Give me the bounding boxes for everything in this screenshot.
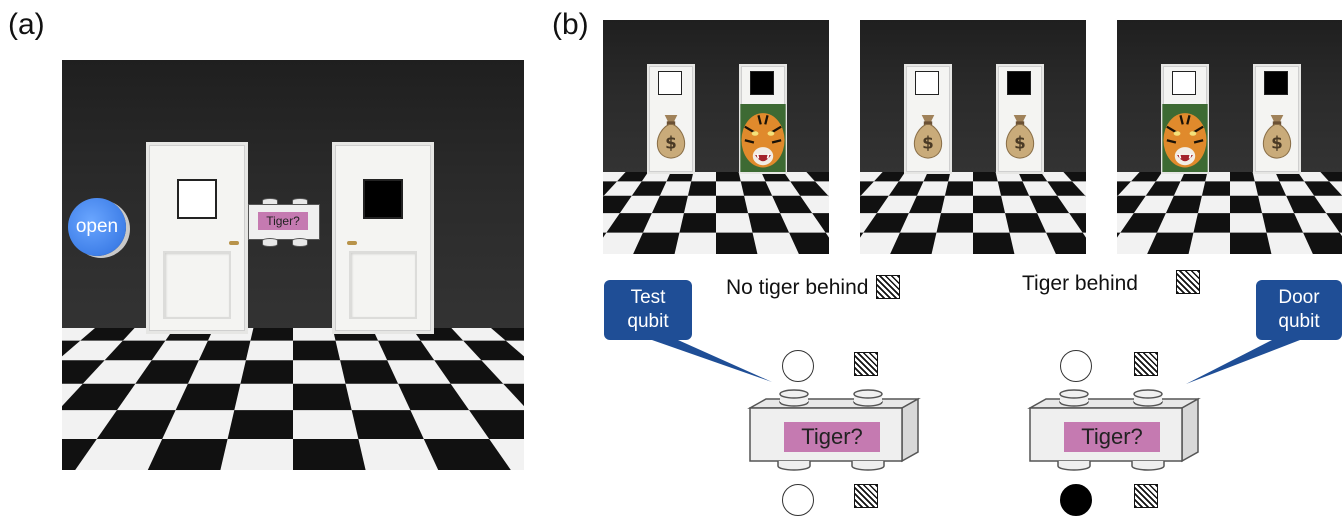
output-qubit-circle: [1060, 484, 1092, 516]
left-door-window: [177, 179, 217, 219]
right-door-panel: [349, 251, 417, 319]
input-qubit-circle: [1060, 350, 1092, 382]
checkered-floor: [603, 172, 829, 254]
money-bag-icon: $: [1256, 106, 1298, 164]
test-qubit-label: Test qubit: [627, 287, 669, 332]
brick-stud: [262, 238, 278, 247]
left-door-knob: [229, 241, 239, 245]
left-door[interactable]: $: [647, 64, 695, 174]
svg-text:$: $: [1271, 133, 1283, 153]
wall: [860, 20, 1086, 172]
brick-stud: [292, 238, 308, 247]
hatch-icon: [1134, 484, 1158, 508]
callout-pointers: [652, 340, 1300, 384]
money-bag-icon: $: [999, 106, 1041, 164]
left-door-window: [658, 71, 682, 95]
input-qubit-circle: [782, 350, 814, 382]
tiger-detector-brick: Tiger?: [1027, 389, 1201, 471]
right-door[interactable]: [739, 64, 787, 174]
right-door[interactable]: $: [996, 64, 1044, 174]
right-door[interactable]: [332, 142, 434, 334]
right-door-window: [363, 179, 403, 219]
wall: [1117, 20, 1342, 172]
test-qubit-callout: Test qubit: [604, 280, 692, 340]
tiger-detector-brick: Tiger?: [747, 389, 921, 471]
door-qubit-callout: Door qubit: [1256, 280, 1342, 340]
right-door-window: [1007, 71, 1031, 95]
checkered-floor: [860, 172, 1086, 254]
hatch-icon: [1134, 352, 1158, 376]
output-qubit-circle: [782, 484, 814, 516]
tiger-image: [1161, 104, 1209, 172]
money-bag-icon: $: [907, 106, 949, 164]
hatch-icon: [854, 484, 878, 508]
test-qubit-pointer: [652, 340, 772, 382]
wall: [603, 20, 829, 172]
right-door-knob: [347, 241, 357, 245]
right-door[interactable]: $: [1253, 64, 1301, 174]
legend-no-tiger: No tiger behind: [726, 276, 869, 299]
svg-text:$: $: [665, 133, 677, 153]
brick-label: Tiger?: [784, 422, 880, 452]
checkered-floor: [62, 328, 524, 470]
panel-a-scene: open Tiger?: [62, 60, 524, 470]
legend-tiger: Tiger behind: [1022, 272, 1138, 295]
scene-3: $: [1117, 20, 1342, 254]
tiger-image: [739, 104, 787, 172]
door-qubit-pointer: [1186, 340, 1300, 384]
hatch-legend-icon: [1176, 270, 1200, 294]
left-door-window: [915, 71, 939, 95]
left-door-panel: [163, 251, 231, 319]
scene-1: $: [603, 20, 829, 254]
open-button-label: open: [75, 216, 119, 237]
tiger-detector-brick: Tiger?: [248, 194, 320, 250]
panel-b-label: (b): [552, 8, 589, 41]
svg-text:$: $: [922, 133, 934, 153]
panel-a-label: (a): [8, 8, 45, 41]
left-door[interactable]: [1161, 64, 1209, 174]
open-button[interactable]: open: [68, 198, 126, 256]
brick-label: Tiger?: [1064, 422, 1160, 452]
checkered-floor: [1117, 172, 1342, 254]
door-qubit-label: Door qubit: [1278, 287, 1320, 332]
brick-label: Tiger?: [258, 212, 308, 230]
wall: [62, 60, 524, 328]
right-door-window: [750, 71, 774, 95]
right-door-window: [1264, 71, 1288, 95]
left-door-window: [1172, 71, 1196, 95]
money-bag-icon: $: [650, 106, 692, 164]
hatch-icon: [854, 352, 878, 376]
svg-text:$: $: [1014, 133, 1026, 153]
left-door[interactable]: $: [904, 64, 952, 174]
hatch-legend-icon: [876, 275, 900, 299]
scene-2: $ $: [860, 20, 1086, 254]
left-door[interactable]: [146, 142, 248, 334]
